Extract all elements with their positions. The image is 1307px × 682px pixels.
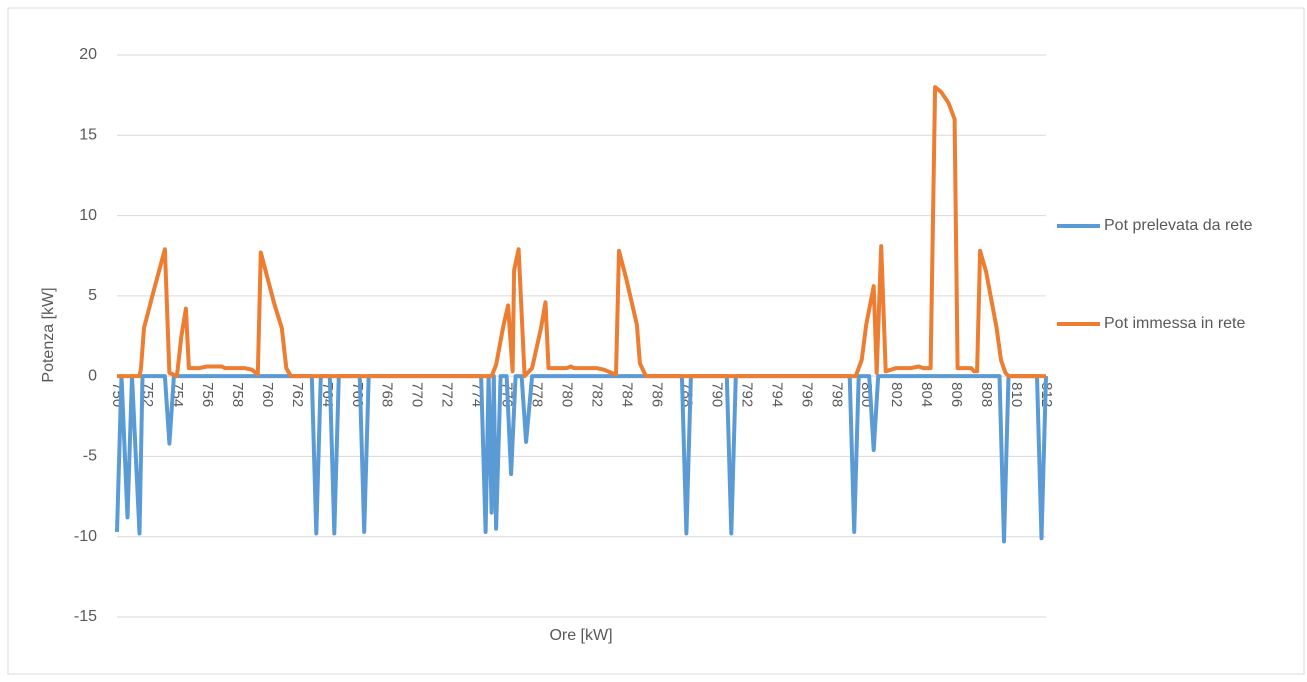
x-axis-label: Ore [kW] bbox=[549, 627, 612, 644]
y-tick-label: 0 bbox=[88, 367, 97, 384]
x-tick-label: 802 bbox=[888, 382, 905, 407]
x-tick-label: 794 bbox=[768, 382, 785, 407]
x-tick-label: 792 bbox=[738, 382, 755, 407]
x-tick-label: 766 bbox=[349, 382, 366, 407]
y-tick-label: 10 bbox=[79, 207, 97, 224]
legend-label: Pot immessa in rete bbox=[1104, 315, 1245, 332]
x-tick-label: 804 bbox=[918, 382, 935, 407]
x-tick-label: 758 bbox=[229, 382, 246, 407]
y-tick-label: 20 bbox=[79, 46, 97, 63]
chart-border bbox=[7, 7, 1305, 675]
x-tick-label: 782 bbox=[589, 382, 606, 407]
x-tick-label: 760 bbox=[259, 382, 276, 407]
x-tick-label: 806 bbox=[948, 382, 965, 407]
x-tick-label: 798 bbox=[828, 382, 845, 407]
series-line bbox=[117, 85, 1046, 379]
x-tick-label: 808 bbox=[978, 382, 995, 407]
x-tick-label: 784 bbox=[618, 382, 635, 407]
y-tick-label: -15 bbox=[74, 608, 97, 625]
y-tick-label: -5 bbox=[83, 448, 97, 465]
x-tick-label: 762 bbox=[289, 382, 306, 407]
x-tick-label: 810 bbox=[1008, 382, 1025, 407]
x-tick-label: 780 bbox=[559, 382, 576, 407]
x-tick-label: 768 bbox=[379, 382, 396, 407]
legend-label: Pot prelevata da rete bbox=[1104, 217, 1253, 234]
x-tick-label: 772 bbox=[439, 382, 456, 407]
x-tick-label: 790 bbox=[708, 382, 725, 407]
y-tick-label: 15 bbox=[79, 127, 97, 144]
x-tick-label: 796 bbox=[798, 382, 815, 407]
x-tick-label: 770 bbox=[409, 382, 426, 407]
x-tick-label: 786 bbox=[648, 382, 665, 407]
x-tick-label: 756 bbox=[199, 382, 216, 407]
y-tick-label: 5 bbox=[88, 287, 97, 304]
y-tick-label: -10 bbox=[74, 528, 97, 545]
y-axis-label: Potenza [kW] bbox=[40, 287, 57, 382]
